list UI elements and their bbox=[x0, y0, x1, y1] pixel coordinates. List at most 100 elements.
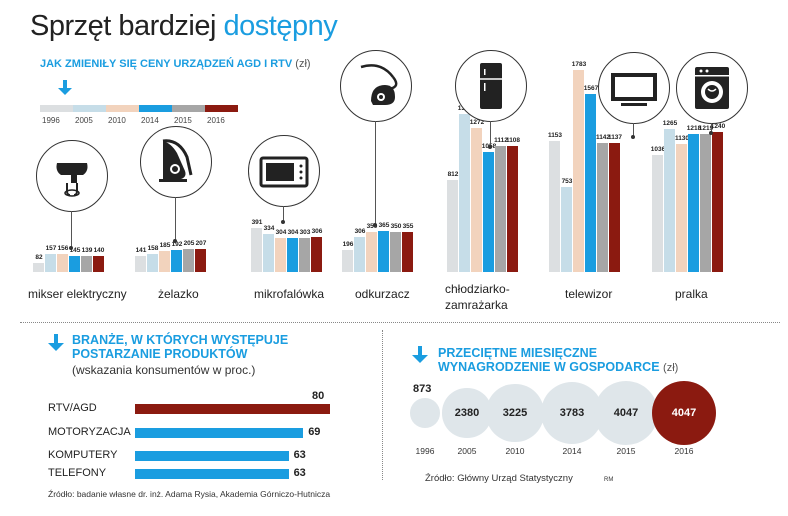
tv-icon-circle bbox=[598, 52, 670, 124]
leader-line-microwave bbox=[283, 206, 284, 222]
value-label-iron-1996: 141 bbox=[135, 247, 147, 255]
bar-microwave-2005 bbox=[263, 234, 274, 272]
bar-mixer-2005 bbox=[45, 254, 56, 272]
hbar-label-komputery: KOMPUTERY bbox=[48, 449, 118, 461]
title-part-2: dostępny bbox=[223, 10, 338, 42]
obsolescence-source: Źródło: badanie własne dr. inż. Adama Ry… bbox=[48, 489, 331, 499]
bar-microwave-2014 bbox=[287, 237, 298, 272]
value-label-fridge-2015: 1112 bbox=[494, 137, 508, 145]
value-label-tv-2015: 1142 bbox=[595, 133, 611, 141]
fridge-icon-circle bbox=[455, 50, 527, 122]
section-vertical-divider bbox=[382, 330, 383, 480]
obsolescence-subtitle: (wskazania konsumentów w proc.) bbox=[72, 363, 256, 377]
wage-title-line2: WYNAGRODZENIE W GOSPODARCE bbox=[438, 360, 660, 374]
legend-swatch-2014 bbox=[139, 105, 172, 112]
microwave-icon-circle bbox=[248, 135, 320, 207]
wage-title-line2-row: WYNAGRODZENIE W GOSPODARCE (zł) bbox=[438, 360, 678, 375]
bar-iron-1996 bbox=[135, 256, 146, 272]
hbar-motoryzacja bbox=[135, 428, 304, 438]
hbar-value-telefony: 63 bbox=[293, 467, 306, 479]
wage-bubble-1996 bbox=[410, 398, 440, 428]
legend-year-2005: 2005 bbox=[75, 116, 93, 125]
bar-vacuum-cleaner-1996 bbox=[342, 249, 353, 272]
wage-value-2015: 4047 bbox=[613, 407, 639, 419]
tv-icon bbox=[611, 73, 657, 106]
value-label-vacuum-cleaner-2010: 350 bbox=[366, 223, 378, 231]
category-label-washer: pralka bbox=[675, 287, 708, 301]
title-part-1: Sprzęt bardziej bbox=[30, 10, 216, 42]
washing-machine-icon-circle bbox=[676, 52, 748, 124]
bar-tv-2005 bbox=[561, 186, 572, 272]
fridge-icon bbox=[480, 63, 502, 109]
category-label-fridge-line1: chłodziarko- bbox=[445, 282, 510, 296]
chart-subtitle: JAK ZMIENIŁY SIĘ CENY URZĄDZEŃ AGD I RTV… bbox=[40, 58, 311, 70]
legend-year-2015: 2015 bbox=[174, 116, 192, 125]
bar-vacuum-cleaner-2016 bbox=[402, 231, 413, 272]
bar-vacuum-cleaner-2010 bbox=[366, 232, 377, 272]
hbar-value-motoryzacja: 69 bbox=[308, 426, 321, 438]
obsolescence-title: BRANŻE, W KTÓRYCH WYSTĘPUJE POSTARZANIE … bbox=[72, 333, 288, 361]
arrow-down-icon bbox=[48, 334, 64, 351]
wage-year-2016: 2016 bbox=[674, 446, 694, 456]
bar-iron-2014 bbox=[171, 250, 182, 272]
wage-title-line1: PRZECIĘTNE MIESIĘCZNE bbox=[438, 346, 598, 360]
leader-dot-fridge bbox=[488, 145, 492, 149]
bar-washing-machine-1996 bbox=[652, 154, 663, 272]
mixer-icon-circle bbox=[36, 140, 108, 212]
bar-fridge-2015 bbox=[495, 146, 506, 272]
legend-swatch-2016 bbox=[205, 105, 238, 112]
wage-value-2014: 3783 bbox=[559, 406, 585, 419]
value-label-microwave-2005: 334 bbox=[263, 225, 275, 233]
category-label-microwave: mikrofalówka bbox=[254, 287, 325, 301]
value-label-microwave-2015: 303 bbox=[299, 228, 311, 236]
hbar-label-telefony: TELEFONY bbox=[48, 467, 107, 479]
bar-mixer-2015 bbox=[81, 256, 92, 272]
bar-washing-machine-2014 bbox=[688, 134, 699, 272]
bar-tv-2010 bbox=[573, 70, 584, 272]
value-label-fridge-1996: 812 bbox=[447, 171, 459, 178]
wage-year-2005: 2005 bbox=[457, 446, 477, 456]
value-label-fridge-2010: 1272 bbox=[469, 118, 485, 126]
value-label-vacuum-cleaner-2015: 350 bbox=[390, 223, 402, 231]
bar-washing-machine-2010 bbox=[676, 143, 687, 272]
hbar-label-rtvagd: RTV/AGD bbox=[48, 402, 97, 414]
value-label-washing-machine-2016: 1240 bbox=[710, 122, 726, 130]
value-label-iron-2016: 207 bbox=[195, 239, 207, 247]
bar-microwave-2010 bbox=[275, 237, 286, 272]
bar-tv-2016 bbox=[609, 143, 620, 272]
microwave-icon bbox=[259, 156, 309, 188]
leader-line-fridge bbox=[490, 121, 491, 147]
value-label-washing-machine-2010: 1130 bbox=[674, 134, 690, 142]
obsolescence-title-line2: POSTARZANIE PRODUKTÓW bbox=[72, 347, 248, 361]
value-label-iron-2015: 205 bbox=[183, 239, 195, 247]
leader-line-iron bbox=[175, 197, 176, 241]
value-label-tv-2014: 1567 bbox=[583, 85, 599, 93]
bar-tv-2015 bbox=[597, 142, 608, 272]
value-label-washing-machine-2015: 1219 bbox=[698, 124, 714, 132]
value-label-fridge-2016: 1108 bbox=[505, 137, 521, 145]
category-label-iron: żelazko bbox=[158, 287, 199, 301]
wage-bubble-2010: 3225 bbox=[486, 384, 544, 442]
value-label-washing-machine-1996: 1036 bbox=[650, 145, 666, 153]
wage-value-2005: 2380 bbox=[454, 406, 480, 419]
hbar-value-rtvagd: 80 bbox=[312, 390, 325, 402]
arrow-down-icon bbox=[58, 80, 72, 95]
bar-mixer-2010 bbox=[57, 254, 68, 272]
bar-vacuum-cleaner-2015 bbox=[390, 232, 401, 272]
category-label-tv: telewizor bbox=[565, 287, 613, 301]
legend-swatch-1996 bbox=[40, 105, 73, 112]
wage-value-2016: 4047 bbox=[671, 407, 697, 419]
bar-fridge-2016 bbox=[507, 146, 518, 272]
value-label-iron-2014: 192 bbox=[171, 241, 183, 249]
vacuum-cleaner-icon bbox=[360, 64, 398, 105]
bar-iron-2010 bbox=[159, 251, 170, 272]
value-label-mixer-2010: 156 bbox=[57, 245, 69, 253]
bar-microwave-2016 bbox=[311, 237, 322, 272]
value-label-vacuum-cleaner-2005: 306 bbox=[354, 228, 366, 236]
bar-fridge-2010 bbox=[471, 127, 482, 272]
wage-year-1996: 1996 bbox=[415, 446, 435, 456]
leader-dot-vacuum bbox=[373, 223, 377, 227]
legend-year-2010: 2010 bbox=[108, 116, 126, 125]
leader-dot-iron bbox=[173, 239, 177, 243]
wage-title-unit: (zł) bbox=[663, 362, 679, 374]
